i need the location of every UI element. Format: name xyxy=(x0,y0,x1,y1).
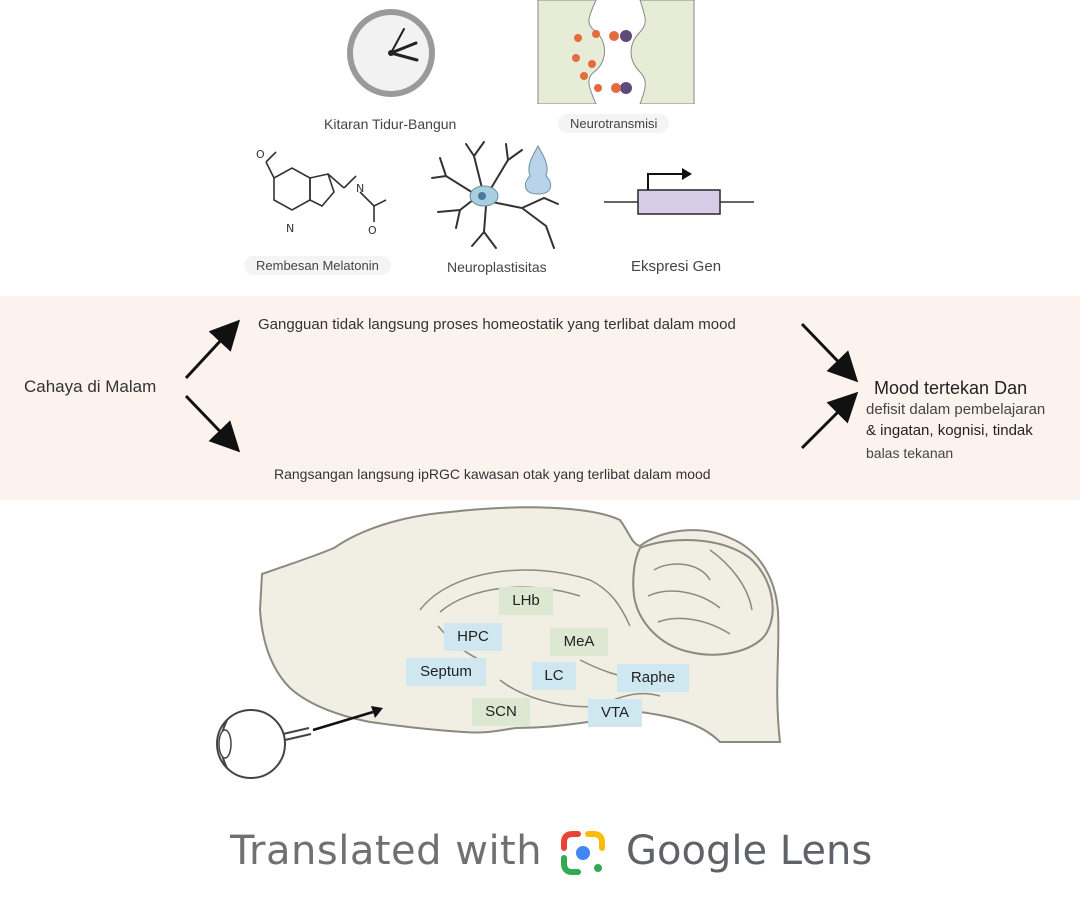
direct-pathway-text: Rangsangan langsung ipRGC kawasan otak y… xyxy=(274,466,711,482)
outcome-line-2: defisit dalam pembelajaran xyxy=(866,401,1046,418)
neuron-label: Neuroplastisitas xyxy=(447,259,547,275)
region-hpc: HPC xyxy=(444,623,502,651)
region-scn: SCN xyxy=(472,698,530,726)
region-lhb: LHb xyxy=(499,587,553,615)
synapse-icon xyxy=(537,0,695,104)
arrow-up-left xyxy=(184,319,241,380)
clock-label: Kitaran Tidur-Bangun xyxy=(324,116,457,132)
neuron-icon xyxy=(431,141,559,249)
region-septum: Septum xyxy=(406,658,486,686)
indirect-pathway-text: Gangguan tidak langsung proses homeostat… xyxy=(258,316,736,333)
region-lc: LC xyxy=(532,662,576,690)
translated-with-text: Translated with xyxy=(230,828,543,874)
google-lens-brand: Google Lens xyxy=(626,828,873,874)
gene-expression-icon xyxy=(604,168,754,215)
svg-text:N: N xyxy=(286,222,294,235)
flow-band xyxy=(0,296,1080,500)
outcome-line-3: & ingatan, kognisi, tindak xyxy=(866,422,1033,439)
svg-text:O: O xyxy=(368,224,377,237)
translated-footer: Translated with Google Lens xyxy=(0,822,1080,892)
melatonin-label: Rembesan Melatonin xyxy=(244,256,391,275)
gene-label: Ekspresi Gen xyxy=(631,258,722,275)
arrow-down-left xyxy=(184,394,241,453)
svg-text:N: N xyxy=(356,182,364,195)
region-mea: MeA xyxy=(550,628,608,656)
outcome-title: Mood tertekan Dan xyxy=(874,378,1028,398)
region-vta: VTA xyxy=(588,699,642,727)
google-lens-icon xyxy=(561,831,605,875)
flow-arrows xyxy=(184,319,859,453)
outcome-line-4: balas tekanan xyxy=(866,445,954,461)
svg-text:O: O xyxy=(256,148,265,161)
eye-icon xyxy=(216,706,383,779)
outcome-block: Mood tertekan Dan defisit dalam pembelaj… xyxy=(866,378,1076,461)
arrow-down-right xyxy=(800,322,859,383)
synapse-label: Neurotransmisi xyxy=(558,114,670,133)
region-raphe: Raphe xyxy=(617,664,689,692)
arrow-up-right xyxy=(800,391,859,450)
melatonin-molecule-icon: O N O N xyxy=(256,148,387,237)
clock-icon xyxy=(347,9,435,97)
light-at-night-label: Cahaya di Malam xyxy=(24,377,157,396)
